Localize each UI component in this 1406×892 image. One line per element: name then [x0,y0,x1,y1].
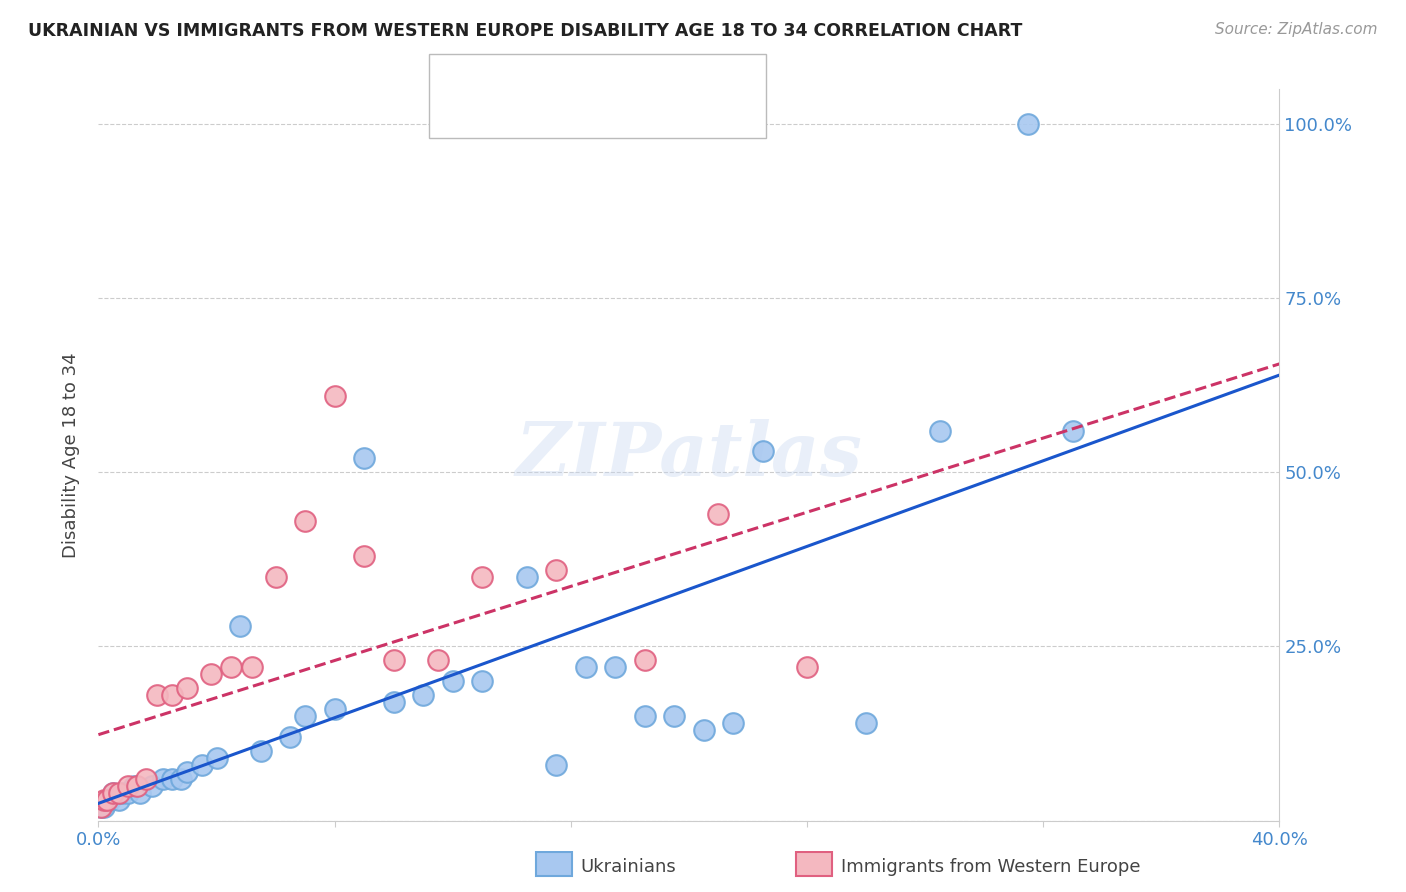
Point [128,786,150,800]
Point [200,667,222,681]
Text: Source: ZipAtlas.com: Source: ZipAtlas.com [1215,22,1378,37]
Point [441,674,464,689]
Point [146,688,169,702]
Point [382,695,405,709]
Text: 25: 25 [637,105,664,124]
Point [162,772,183,786]
Text: R =: R = [482,68,524,87]
Point [135,772,157,786]
Point [323,702,346,716]
Point [546,563,568,577]
Point [90,799,112,814]
Point [93,793,115,807]
Point [353,451,375,466]
Point [294,514,316,528]
Point [427,653,450,667]
Text: 0.684: 0.684 [524,68,586,87]
Point [546,758,568,772]
Point [162,688,183,702]
Text: UKRAINIAN VS IMMIGRANTS FROM WESTERN EUROPE DISABILITY AGE 18 TO 34 CORRELATION : UKRAINIAN VS IMMIGRANTS FROM WESTERN EUR… [28,22,1022,40]
Point [751,444,773,458]
FancyBboxPatch shape [444,102,472,128]
Point [723,716,745,731]
Point [633,709,655,723]
Point [229,618,252,632]
Point [1017,117,1039,131]
Text: 0.721: 0.721 [524,105,586,124]
Point [605,660,627,674]
Text: ZIPatlas: ZIPatlas [516,418,862,491]
Point [278,730,302,744]
Point [108,793,131,807]
Point [141,779,163,793]
Point [93,799,115,814]
Point [707,507,730,521]
Point [240,660,263,674]
Text: Immigrants from Western Europe: Immigrants from Western Europe [841,858,1140,876]
Point [471,570,494,584]
Point [664,709,686,723]
Text: R =: R = [482,105,524,124]
Point [103,786,125,800]
Point [205,751,228,765]
Text: Ukrainians: Ukrainians [581,858,676,876]
Point [250,744,273,758]
Point [111,786,134,800]
Point [693,723,716,737]
Point [515,570,537,584]
Point [122,779,145,793]
Point [191,758,214,772]
Text: N =: N = [595,105,638,124]
Y-axis label: Disability Age 18 to 34: Disability Age 18 to 34 [62,352,80,558]
Point [170,772,193,786]
Point [574,660,596,674]
Point [796,660,818,674]
FancyBboxPatch shape [444,64,472,90]
Point [1062,424,1084,438]
Point [633,653,655,667]
Point [323,389,346,403]
Point [103,786,125,800]
Point [98,793,121,807]
Point [294,709,316,723]
Point [96,793,118,807]
Point [176,764,198,779]
Text: 40: 40 [637,68,664,87]
FancyBboxPatch shape [796,853,832,876]
Text: N =: N = [595,68,638,87]
Point [855,716,877,731]
Point [117,786,139,800]
Point [412,688,434,702]
Point [928,424,950,438]
Point [264,570,287,584]
Point [96,793,118,807]
Point [152,772,174,786]
Point [471,674,494,689]
Point [382,653,405,667]
Point [176,681,198,696]
Point [353,549,375,563]
FancyBboxPatch shape [536,853,572,876]
Point [125,779,148,793]
Point [108,786,131,800]
Point [90,799,112,814]
Point [117,779,139,793]
Point [219,660,242,674]
